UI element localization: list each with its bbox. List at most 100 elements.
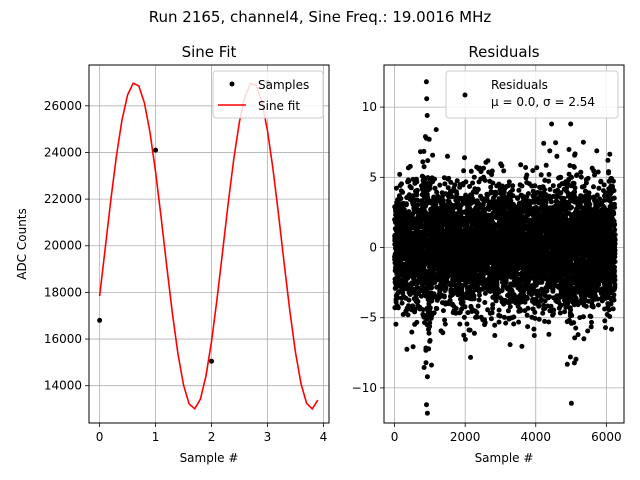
residual-point	[506, 183, 512, 189]
residual-point	[429, 298, 435, 304]
residual-point	[475, 187, 481, 192]
residual-point	[551, 307, 557, 313]
residual-point	[426, 136, 432, 142]
residual-point	[432, 185, 438, 191]
residual-point	[518, 162, 524, 168]
residual-point	[522, 299, 528, 305]
residual-point	[534, 165, 540, 171]
residual-point	[546, 319, 552, 325]
residual-point	[399, 300, 405, 306]
residual-point	[471, 174, 477, 180]
residual-point	[461, 332, 467, 338]
residual-point	[471, 330, 477, 336]
residual-point	[485, 158, 491, 164]
residual-point	[410, 344, 416, 350]
residual-point	[510, 187, 515, 193]
residual-point	[424, 374, 430, 380]
residual-point	[454, 178, 460, 184]
residual-point	[525, 191, 531, 197]
sine-fit-title: Sine Fit	[182, 43, 237, 61]
residual-point	[460, 299, 466, 305]
residual-point	[480, 272, 486, 278]
residual-point	[426, 346, 432, 352]
residual-point	[507, 304, 513, 310]
residuals-title: Residuals	[468, 43, 539, 61]
residual-point	[558, 175, 564, 180]
residual-point	[492, 333, 498, 338]
legend-samples-marker	[229, 81, 235, 87]
residual-point	[393, 321, 399, 327]
residual-point	[465, 310, 471, 316]
residual-point	[421, 365, 427, 370]
residual-point	[490, 180, 496, 186]
residual-point	[421, 164, 427, 170]
residual-point	[548, 303, 554, 309]
residual-point	[449, 194, 455, 200]
residual-point	[492, 322, 498, 328]
residual-point	[489, 168, 495, 174]
residual-point	[536, 303, 542, 309]
residual-point	[440, 330, 446, 336]
residual-point	[434, 189, 440, 195]
residual-point	[443, 285, 449, 291]
residual-point	[561, 195, 567, 201]
residual-point	[485, 307, 491, 313]
residual-point	[499, 163, 505, 169]
residual-point	[400, 189, 406, 195]
residual-point	[407, 163, 413, 169]
residual-point	[461, 168, 467, 174]
residual-point	[461, 314, 467, 320]
residual-point	[453, 306, 459, 311]
residual-point	[477, 292, 482, 298]
residual-point	[427, 338, 433, 343]
sine-fit-x-tick-label: 4	[320, 430, 328, 444]
residual-point	[515, 196, 521, 201]
residual-point	[564, 361, 570, 367]
residual-point	[467, 285, 473, 291]
residual-point	[524, 172, 530, 178]
residual-point	[467, 184, 472, 189]
residual-point	[535, 289, 541, 295]
residual-point	[505, 308, 511, 314]
sine-fit-y-tick-label: 16000	[44, 332, 82, 346]
figure-suptitle: Run 2165, channel4, Sine Freq.: 19.0016 …	[149, 8, 492, 26]
residual-point	[462, 304, 468, 310]
residual-point	[440, 197, 446, 203]
residual-point	[452, 182, 458, 188]
residual-point	[546, 172, 552, 177]
residual-point	[550, 286, 556, 292]
residual-point	[415, 202, 421, 208]
residual-point	[425, 158, 431, 164]
residual-point	[463, 179, 469, 185]
residual-point	[423, 360, 429, 366]
residual-point	[493, 191, 499, 197]
residual-point	[471, 296, 477, 302]
residual-point	[544, 288, 550, 294]
residual-point	[557, 310, 563, 316]
sine-fit-y-tick-label: 26000	[44, 99, 82, 113]
residual-point	[542, 177, 548, 183]
sine-fit-y-tick-label: 14000	[44, 379, 82, 393]
residual-point	[501, 168, 507, 174]
residual-point	[476, 297, 482, 303]
residual-point	[516, 319, 522, 325]
residual-point	[400, 312, 406, 317]
residual-point	[448, 179, 454, 185]
residual-point	[482, 177, 488, 183]
residual-point	[415, 299, 421, 305]
residual-point	[542, 298, 548, 304]
sine-fit-legend-box	[212, 70, 324, 119]
residual-point	[475, 303, 481, 309]
residual-point	[410, 193, 416, 199]
residual-point	[403, 201, 409, 207]
residual-point	[538, 172, 544, 178]
residual-point	[543, 162, 549, 168]
residual-point	[481, 165, 486, 171]
residual-point	[532, 309, 538, 315]
residual-point	[504, 195, 510, 201]
residual-point	[497, 313, 503, 319]
residual-point	[488, 316, 494, 322]
